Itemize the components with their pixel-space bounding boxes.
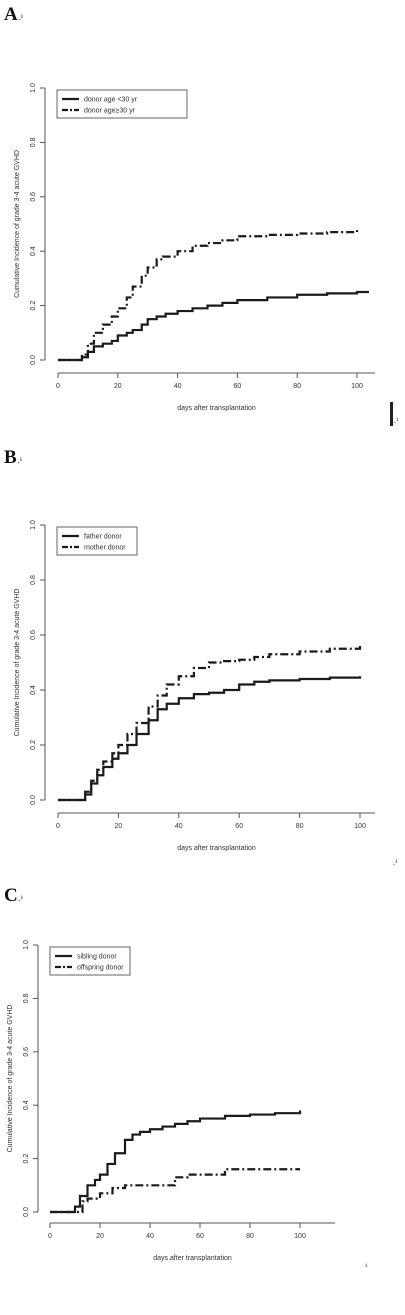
y-tick-label: 0.8: [30, 575, 37, 585]
x-tick-label: 40: [175, 823, 183, 830]
x-axis-label: days after transplantation: [153, 1255, 232, 1262]
x-tick-label: 40: [146, 1233, 154, 1240]
y-tick-label: 0.4: [30, 246, 37, 256]
x-tick-label: 100: [294, 1233, 306, 1240]
y-axis-label: Cumulative Incidence of grade 3-4 acute …: [14, 589, 21, 737]
panel-letter-mark: .¹: [18, 894, 24, 903]
legend-label: mother donor: [84, 545, 126, 552]
y-tick-label: 1.0: [30, 83, 37, 93]
y-tick-label: 0.0: [30, 795, 37, 805]
y-tick-label: 0.2: [30, 740, 37, 750]
chart-panel-b: 0.0 0.2 0.4 0.6 0.8 1.0 0 20 40 60 80 100 days after…: [14, 520, 375, 852]
x-tick-label: 40: [174, 383, 182, 390]
y-tick-label: 1.0: [30, 520, 37, 530]
x-tick-label: 20: [115, 823, 123, 830]
y-tick-label: 0.8: [30, 137, 37, 147]
y-tick-label: 0.6: [30, 630, 37, 640]
stray-mark: ¹: [365, 1262, 368, 1271]
legend-label: donor age <30 yr: [84, 97, 138, 104]
y-tick-label: 0.2: [30, 301, 37, 311]
chart-panel-a: 0.0 0.2 0.4 0.6 0.8 1.0 0 20 40 60 80 100 days after…: [14, 83, 375, 412]
legend-box: [56, 526, 138, 556]
legend-box: [56, 89, 188, 119]
stray-mark: .¹: [394, 416, 399, 425]
series-line-2: [58, 229, 359, 362]
x-tick-label: 20: [114, 383, 122, 390]
x-tick-label: 60: [196, 1233, 204, 1240]
stray-mark: .¹: [393, 858, 398, 867]
panel-letter-mark: .¹: [17, 456, 23, 465]
x-axis-label: days after transplantation: [177, 845, 256, 852]
series-line-1: [50, 1110, 302, 1214]
chart-panel-c: 0.0 0.2 0.4 0.6 0.8 1.0 0 20 40 60 80 100 days after…: [7, 940, 335, 1262]
x-tick-label: 0: [56, 383, 60, 390]
x-tick-label: 60: [234, 383, 242, 390]
legend-box: [49, 946, 131, 976]
y-axis-label: Cumulative Incidence of grade 3-4 acute …: [14, 150, 21, 298]
panel-letter-mark: .¹: [18, 13, 24, 22]
y-tick-label: 0.4: [23, 1100, 30, 1110]
x-tick-label: 20: [96, 1233, 104, 1240]
page-edge-mark: [390, 402, 393, 426]
panel-label-b: B.¹: [4, 447, 22, 469]
y-tick-label: 0.0: [30, 355, 37, 365]
y-tick-label: 0.0: [23, 1207, 30, 1217]
x-tick-label: 60: [235, 823, 243, 830]
y-tick-label: 0.4: [30, 685, 37, 695]
panel-letter-text: B: [4, 447, 17, 468]
x-tick-label: 100: [351, 383, 363, 390]
y-tick-label: 0.6: [23, 1047, 30, 1057]
panel-label-a: A.¹: [4, 4, 23, 26]
legend-label: offspring donor: [77, 965, 124, 972]
x-tick-label: 100: [354, 823, 366, 830]
series-line-2: [50, 1168, 300, 1214]
legend-label: sibling donor: [77, 954, 117, 961]
y-tick-label: 0.6: [30, 192, 37, 202]
x-tick-label: 0: [56, 823, 60, 830]
x-tick-label: 0: [48, 1233, 52, 1240]
series-line-2: [58, 646, 362, 802]
panel-letter-text: C: [4, 885, 18, 906]
y-axis-label: Cumulative Incidence of grade 3-4 acute …: [7, 1005, 14, 1153]
x-axis-label: days after transplantation: [177, 405, 256, 412]
panel-label-c: C.¹: [4, 885, 23, 907]
y-tick-label: 0.2: [23, 1154, 30, 1164]
x-tick-label: 80: [293, 383, 301, 390]
y-tick-label: 0.8: [23, 993, 30, 1003]
x-tick-label: 80: [246, 1233, 254, 1240]
legend-label: donor age≥30 yr: [84, 108, 136, 115]
y-tick-label: 1.0: [23, 940, 30, 950]
panel-letter-text: A: [4, 4, 18, 25]
series-line-1: [58, 290, 369, 362]
legend-label: father donor: [84, 534, 122, 541]
x-tick-label: 80: [296, 823, 304, 830]
series-line-1: [58, 676, 362, 802]
